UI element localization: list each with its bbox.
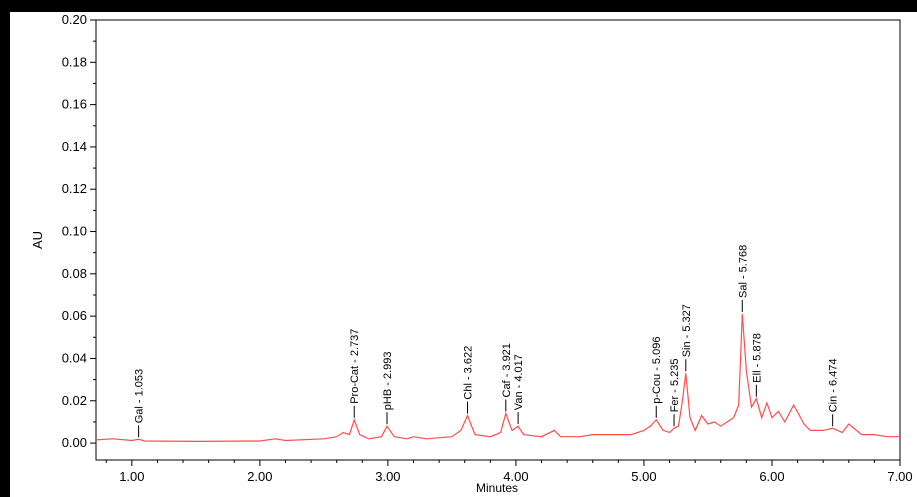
x-tick-label: 7.00 [887,469,912,484]
peak-label: Ell - 5.878 [751,333,763,383]
y-tick-label: 0.14 [62,139,87,154]
y-axis: 0.00 0.02 0.04 0.06 0.08 0.10 0.12 0.14 0.16 0.18… [62,12,96,450]
y-tick-label: 0.08 [62,266,87,281]
x-axis-label: Minutes [476,481,518,495]
peak-label: Caf - 3.921 [501,343,513,397]
chart-frame: 0.00 0.02 0.04 0.06 0.08 0.10 0.12 0.14 0.16 0.18… [10,12,917,497]
peak-label: Fer - 5.235 [669,358,681,412]
x-axis: 1.00 2.00 3.00 4.00 5.00 6.00 7.00 [105,460,913,484]
peak-label: Cin - 6.474 [828,358,840,412]
y-tick-label: 0.12 [62,181,87,196]
chromatogram-line [95,313,900,443]
y-tick-label: 0.10 [62,224,87,239]
series-layer [95,313,900,443]
y-tick-label: 0.06 [62,308,87,323]
peak-annotations: Gal - 1.053 Pro-Cat - 2.737 pHB - 2.993 Chl… [134,245,840,438]
peak-label: Gal - 1.053 [134,369,146,423]
x-tick-label: 2.00 [247,469,272,484]
peak-label: Chl - 3.622 [463,346,475,400]
peak-label: pHB - 2.993 [382,351,394,410]
chromatogram-chart: 0.00 0.02 0.04 0.06 0.08 0.10 0.12 0.14 0.16 0.18… [30,12,913,495]
peak-label: Pro-Cat - 2.737 [349,329,361,404]
y-tick-label: 0.18 [62,54,87,69]
y-tick-label: 0.20 [62,12,87,27]
peak-label: Van - 4.017 [513,354,525,410]
y-axis-label: AU [30,231,45,249]
x-tick-label: 5.00 [631,469,656,484]
y-tick-label: 0.16 [62,97,87,112]
x-tick-label: 6.00 [759,469,784,484]
peak-label: Sin - 5.327 [681,304,693,357]
plot-area [95,19,901,461]
peak-label: p-Cou - 5.096 [651,337,663,404]
y-tick-label: 0.00 [62,435,87,450]
x-tick-label: 1.00 [119,469,144,484]
x-tick-label: 4.00 [503,469,528,484]
y-tick-label: 0.02 [62,393,87,408]
x-tick-label: 3.00 [375,469,400,484]
y-tick-label: 0.04 [62,350,87,365]
peak-label: Sal - 5.768 [737,245,749,298]
